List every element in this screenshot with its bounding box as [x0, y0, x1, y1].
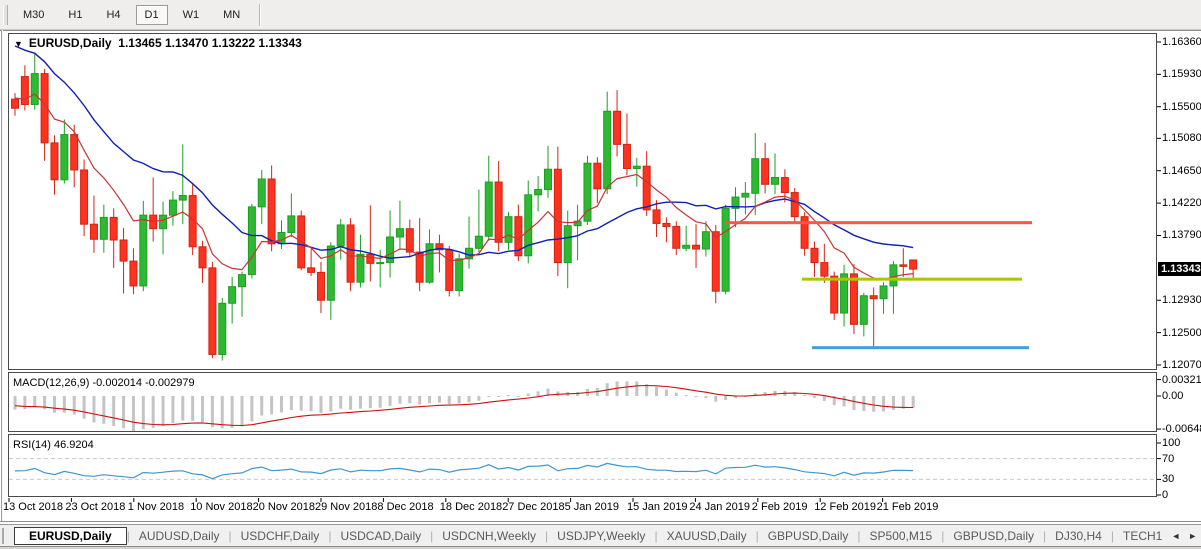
price-scale-label: 1.15930 [1162, 68, 1201, 81]
chart-tab-gbpusd-daily[interactable]: GBPUSD,Daily [767, 528, 849, 543]
tab-strip-grip [2, 527, 4, 544]
chart-ohlc-values: 1.13465 1.13470 1.13222 1.13343 [118, 36, 302, 50]
chart-title: ▼ EURUSD,Daily 1.13465 1.13470 1.13222 1.… [14, 37, 302, 50]
timeframe-buttons: M30 H1 H4 D1 W1 MN [8, 4, 249, 25]
price-scale-label: 1.13790 [1162, 229, 1201, 242]
chart-tab-dj30-h4[interactable]: DJ30,H4 [1055, 528, 1102, 543]
price-scale-label: 1.14220 [1162, 197, 1201, 210]
tab-separator: | [228, 528, 232, 543]
toolbar-drag-handle[interactable] [3, 4, 8, 25]
date-label: 20 Nov 2018 [252, 501, 315, 513]
window-bottom-edge [0, 546, 1201, 549]
date-label: 15 Jan 2019 [627, 501, 688, 513]
tab-separator: | [430, 528, 434, 543]
price-scale-label: 1.14650 [1162, 164, 1201, 177]
tab-separator: | [941, 528, 945, 543]
tab-separator: | [126, 528, 130, 543]
rsi-scale-label: 70 [1162, 452, 1175, 465]
tab-separator: | [328, 528, 332, 543]
chart-tab-usdjpy-weekly[interactable]: USDJPY,Weekly [557, 528, 646, 543]
symbol-dropdown-icon[interactable]: ▼ [14, 39, 23, 49]
chart-tab-gbpusd-daily[interactable]: GBPUSD,Daily [953, 528, 1035, 543]
rsi-indicator-label: RSI(14) 46.9204 [13, 439, 94, 451]
tab-separator: | [1043, 528, 1047, 543]
chart-tab-usdcad-daily[interactable]: USDCAD,Daily [340, 528, 422, 543]
rsi-scale-label: 0 [1162, 489, 1169, 501]
macd-scale-label: -0.006485 [1162, 423, 1201, 436]
price-scale-label: 1.12930 [1162, 294, 1201, 307]
date-label: 10 Nov 2018 [190, 501, 253, 513]
rsi-scale-label: 30 [1162, 473, 1175, 486]
toolbar-separator [259, 3, 262, 26]
rsi-scale-label: 100 [1162, 437, 1181, 449]
date-label: 24 Jan 2019 [689, 501, 750, 513]
timeframe-button-h4[interactable]: H4 [106, 8, 121, 21]
tab-separator: | [654, 528, 658, 543]
macd-values: -0.002014 -0.002979 [92, 377, 195, 389]
tab-separator: | [545, 528, 549, 543]
date-label: 1 Nov 2018 [127, 501, 185, 513]
tab-scroll-buttons: ◄ ► [1171, 531, 1197, 541]
price-scale-label: 1.12500 [1162, 326, 1201, 339]
date-label: 21 Feb 2019 [876, 501, 939, 513]
chart-symbol-label: EURUSD,Daily [28, 36, 112, 50]
chart-tab-audusd-daily[interactable]: AUDUSD,Daily [138, 528, 220, 543]
macd-indicator-label: MACD(12,26,9) -0.002014 -0.002979 [13, 377, 195, 389]
tab-separator: | [1110, 528, 1114, 543]
macd-scale-label: 0.00 [1162, 390, 1184, 402]
chart-tab-sp500-m15[interactable]: SP500,M15 [869, 528, 933, 543]
chart-tab-xauusd-daily[interactable]: XAUUSD,Daily [666, 528, 747, 543]
macd-scale-label: 0.003216 [1162, 373, 1201, 386]
date-label: 27 Dec 2018 [502, 501, 565, 513]
date-label: 8 Dec 2018 [377, 501, 434, 513]
tab-separator: | [755, 528, 759, 543]
date-label: 23 Oct 2018 [65, 501, 126, 513]
date-label: 5 Jan 2019 [564, 501, 620, 513]
rsi-value: 46.9204 [53, 439, 94, 451]
date-label: 18 Dec 2018 [439, 501, 503, 513]
price-scale-label: 1.12070 [1162, 359, 1201, 371]
chart-tab-eurusd-daily[interactable]: EURUSD,Daily [14, 526, 127, 545]
chart-tab-usdchf-daily[interactable]: USDCHF,Daily [240, 528, 320, 543]
timeframe-button-mn[interactable]: MN [223, 8, 241, 21]
tabs-scroll-left-icon[interactable]: ◄ [1171, 530, 1181, 541]
chart-canvas[interactable] [0, 30, 1201, 524]
rsi-name: RSI(14) [13, 439, 51, 451]
timeframe-button-h1[interactable]: H1 [68, 8, 83, 21]
date-label: 2 Feb 2019 [751, 501, 808, 513]
tab-separator: | [857, 528, 861, 543]
timeframe-button-d1[interactable]: D1 [135, 4, 168, 25]
timeframe-button-w1[interactable]: W1 [182, 8, 200, 21]
chart-tab-tech1[interactable]: TECH1 [1122, 528, 1163, 543]
price-scale-label: 1.15500 [1162, 100, 1201, 113]
chart-tabs: EURUSD,Daily | AUDUSD,Daily | USDCHF,Daily | U… [4, 526, 1171, 545]
timeframe-toolbar: M30 H1 H4 D1 W1 MN [0, 0, 1201, 30]
chart-region: ▼ EURUSD,Daily 1.13465 1.13470 1.13222 1.… [0, 30, 1201, 524]
chart-tab-usdcnh-weekly[interactable]: USDCNH,Weekly [442, 528, 537, 543]
date-label: 12 Feb 2019 [814, 501, 876, 513]
timeframe-button-m30[interactable]: M30 [23, 8, 45, 21]
price-scale-label: 1.15080 [1162, 132, 1201, 145]
price-scale-label: 1.16360 [1162, 35, 1201, 48]
date-label: 13 Oct 2018 [3, 501, 63, 513]
macd-name: MACD(12,26,9) [13, 377, 90, 389]
current-price-badge: 1.13343 [1158, 262, 1201, 277]
chart-tabs-bar: EURUSD,Daily | AUDUSD,Daily | USDCHF,Daily | U… [0, 524, 1201, 546]
tabs-scroll-right-icon[interactable]: ► [1188, 530, 1198, 541]
date-label: 29 Nov 2018 [315, 501, 378, 513]
